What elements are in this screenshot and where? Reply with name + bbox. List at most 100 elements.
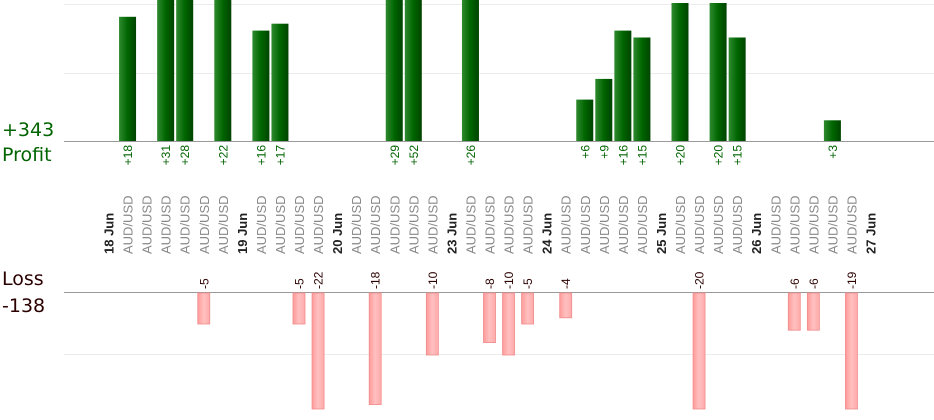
profit-value-label: +16: [616, 145, 630, 166]
loss-value-label: -8: [483, 278, 497, 289]
profit-bar: [595, 78, 613, 141]
profit-bar: [671, 3, 689, 141]
loss-total: -138: [2, 295, 46, 317]
loss-bar: [845, 292, 858, 410]
profit-value-label: +22: [216, 145, 230, 166]
date-label: 26 Jun: [749, 213, 764, 254]
profit-value-label: +20: [712, 145, 726, 166]
profit-bar: [214, 0, 232, 141]
pair-label: AUD/USD: [635, 195, 650, 254]
profit-bar: [614, 30, 632, 142]
pair-label: AUD/USD: [597, 195, 612, 254]
date-label: 20 Jun: [330, 213, 345, 254]
loss-value-label: -6: [807, 278, 821, 289]
loss-bar: [425, 292, 439, 356]
loss-value-label: -18: [369, 271, 383, 289]
pair-label: AUD/USD: [463, 195, 478, 254]
profit-bar: [119, 16, 137, 141]
loss-bar: [292, 292, 306, 325]
profit-bar: [633, 37, 651, 141]
loss-value-label: -10: [426, 271, 440, 289]
profit-value-label: +16: [254, 145, 268, 166]
date-label: 23 Jun: [444, 213, 459, 254]
profit-bar: [404, 0, 422, 141]
profit-label: Profit: [2, 144, 52, 166]
date-label: 27 Jun: [864, 213, 879, 254]
pair-label: AUD/USD: [178, 195, 193, 254]
loss-bar: [692, 292, 706, 410]
profit-value-label: +31: [159, 145, 173, 166]
loss-value-label: -22: [312, 271, 326, 289]
grid-lines: [64, 4, 934, 355]
pair-label: AUD/USD: [692, 195, 707, 254]
loss-label: Loss: [2, 268, 44, 290]
loss-bar: [368, 292, 382, 405]
pair-label: AUD/USD: [387, 195, 402, 254]
pair-label: AUD/USD: [844, 195, 859, 254]
pair-label: AUD/USD: [502, 195, 517, 254]
loss-bar: [197, 292, 211, 325]
date-label: 24 Jun: [540, 213, 555, 254]
loss-bar: [502, 292, 515, 356]
pair-label: AUD/USD: [825, 195, 840, 254]
profit-value-label: +17: [273, 145, 287, 166]
loss-value-label: -6: [788, 278, 802, 289]
loss-value-label: -5: [521, 278, 535, 289]
profit-bar: [157, 0, 175, 141]
pair-label: AUD/USD: [730, 195, 745, 254]
loss-value-label: -20: [693, 271, 707, 289]
loss-bar: [311, 292, 325, 410]
pair-label: AUD/USD: [121, 195, 136, 254]
pair-label: AUD/USD: [711, 195, 726, 254]
labels-layer: 18 Jun AUD/USD +18 AUD/USD AUD/USD +31 AUD/USD…: [102, 145, 879, 289]
pair-label: AUD/USD: [197, 195, 212, 254]
profit-value-label: +20: [674, 145, 688, 166]
date-label: 25 Jun: [654, 213, 669, 254]
pair-label: AUD/USD: [559, 195, 574, 254]
loss-value-label: -10: [502, 271, 516, 289]
bars-layer: [119, 0, 858, 410]
pair-label: AUD/USD: [768, 195, 783, 254]
profit-bar: [709, 3, 727, 141]
pair-label: AUD/USD: [159, 195, 174, 254]
pair-label: AUD/USD: [254, 195, 269, 254]
profit-value-label: +29: [388, 145, 402, 166]
profit-bar: [823, 120, 841, 141]
profit-value-label: +26: [464, 145, 478, 166]
pair-label: AUD/USD: [806, 195, 821, 254]
profit-bar: [176, 0, 194, 141]
loss-bar: [559, 292, 573, 319]
profit-total: +343: [2, 119, 55, 141]
pair-label: AUD/USD: [216, 195, 231, 254]
pair-label: AUD/USD: [349, 195, 364, 254]
profit-value-label: +52: [407, 145, 421, 166]
pair-label: AUD/USD: [140, 195, 155, 254]
profit-bar: [461, 0, 479, 141]
profit-value-label: +6: [578, 145, 592, 159]
profit-value-label: +28: [178, 145, 192, 166]
pair-label: AUD/USD: [368, 195, 383, 254]
pair-label: AUD/USD: [578, 195, 593, 254]
loss-value-label: -5: [293, 278, 307, 289]
profit-bar: [576, 99, 594, 141]
profit-bar: [271, 23, 289, 142]
profit-bar: [385, 0, 403, 141]
pair-label: AUD/USD: [787, 195, 802, 254]
date-label: 18 Jun: [102, 213, 117, 254]
loss-bar: [806, 292, 820, 331]
pair-label: AUD/USD: [406, 195, 421, 254]
profit-value-label: +9: [597, 145, 611, 159]
loss-bar: [787, 292, 801, 331]
profit-value-label: +15: [731, 145, 745, 166]
loss-value-label: -5: [197, 278, 211, 289]
loss-value-label: -19: [845, 271, 859, 289]
pair-label: AUD/USD: [673, 195, 688, 254]
profit-value-label: +15: [635, 145, 649, 166]
pair-label: AUD/USD: [483, 195, 498, 254]
pair-label: AUD/USD: [521, 195, 536, 254]
pair-label: AUD/USD: [292, 195, 307, 254]
pair-label: AUD/USD: [425, 195, 440, 254]
loss-value-label: -4: [559, 278, 573, 289]
profit-value-label: +18: [121, 145, 135, 166]
